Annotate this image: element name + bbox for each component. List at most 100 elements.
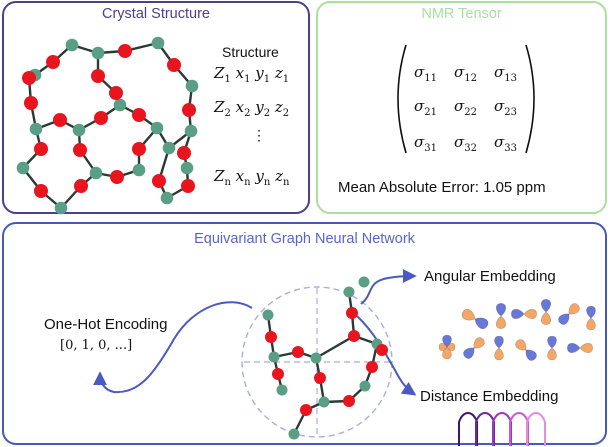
orbital-icons	[438, 299, 596, 361]
bond	[315, 334, 355, 360]
radial-basis-curve	[458, 412, 478, 446]
structure-vdots: ⋮	[252, 127, 266, 143]
radial-basis-curve	[475, 412, 495, 446]
tensor-element: σ12	[454, 63, 477, 84]
oxygen-atom	[132, 108, 146, 122]
structure-label: Structure	[222, 44, 279, 60]
oxygen-atom	[118, 44, 132, 58]
silicon-atom	[72, 123, 86, 137]
silicon-atom	[343, 286, 355, 298]
silicon-atom	[184, 124, 198, 138]
distance-arrow	[356, 315, 417, 396]
oxygen-atom	[109, 86, 123, 100]
tensor-element: σ13	[494, 63, 517, 84]
orbital-lobe	[461, 308, 476, 321]
angular-embedding-label: Angular Embedding	[424, 268, 556, 285]
orbital-lobe	[586, 305, 596, 319]
oxygen-atom	[348, 330, 360, 342]
orbital-lobe	[494, 335, 504, 349]
crystal-structure-panel: Crystal Structure Structure Z1 x1 y1 z1 …	[2, 1, 310, 215]
oxygen-atom	[53, 113, 67, 127]
radial-basis-curve	[526, 412, 546, 446]
crystal-graph	[16, 36, 199, 215]
silicon-atom	[91, 46, 105, 60]
nmr-tensor-title: NMR Tensor	[421, 6, 502, 22]
silicon-atom	[262, 309, 274, 321]
silicon-atom	[89, 166, 103, 180]
silicon-atom	[310, 352, 322, 364]
oxygen-atom	[34, 184, 48, 198]
radial-basis-curve	[509, 412, 529, 446]
orbital-lobe	[568, 303, 580, 315]
mean-absolute-error: Mean Absolute Error: 1.05 ppm	[338, 179, 546, 196]
tensor-element: σ21	[414, 97, 437, 118]
orbital-lobe	[438, 342, 448, 352]
silicon-atom	[150, 121, 164, 135]
matrix-brackets	[397, 44, 535, 154]
orbital-lobe	[558, 313, 570, 325]
oxygen-atom	[167, 58, 181, 72]
silicon-atom	[359, 380, 371, 392]
oxygen-atom	[46, 55, 60, 69]
radial-basis-curve	[492, 412, 512, 446]
distance-embedding-waves	[458, 412, 546, 446]
orbital-lobe	[473, 337, 485, 349]
egnn-diagram	[93, 269, 596, 446]
silicon-atom	[318, 396, 330, 408]
tensor-element: σ22	[454, 97, 477, 118]
orbital-lobe	[442, 346, 452, 360]
oxygen-atom	[343, 395, 355, 407]
one-hot-encoding-label: One-Hot Encoding	[44, 316, 168, 333]
oxygen-atom	[22, 71, 36, 85]
tensor-element: σ31	[414, 133, 437, 154]
silicon-atom	[358, 276, 370, 288]
oxygen-atom	[366, 361, 378, 373]
orbital-lobe	[567, 342, 581, 354]
distance-embedding-label: Distance Embedding	[420, 388, 559, 405]
silicon-atom	[185, 79, 199, 93]
angular-arrow	[360, 269, 417, 305]
oxygen-atom	[265, 331, 277, 343]
oxygen-atom	[132, 142, 146, 156]
egnn-panel: Equivariant Graph Neural Network One-Hot…	[2, 222, 607, 446]
nmr-tensor-panel: NMR Tensor σ11 σ12 σ13 σ21 σ22 σ23 σ31 σ32 σ33 M…	[316, 1, 607, 214]
orbital-lobe	[547, 347, 557, 361]
silicon-atom	[288, 428, 300, 440]
orbital-lobe	[474, 317, 489, 330]
silicon-atom	[268, 351, 280, 363]
orbital-lobe	[463, 347, 475, 359]
silicon-atom	[180, 161, 194, 175]
silicon-atom	[29, 122, 43, 136]
orbital-lobe	[495, 315, 507, 329]
silicon-atom	[16, 161, 30, 175]
oxygen-atom	[292, 346, 304, 358]
silicon-atom	[276, 384, 288, 396]
oxygen-atom	[314, 372, 326, 384]
silicon-atom	[151, 36, 165, 50]
silicon-atom	[160, 191, 174, 205]
oxygen-atom	[74, 179, 88, 193]
oxygen-atom	[34, 142, 48, 156]
oxygen-atom	[152, 174, 166, 188]
input-arrow	[93, 301, 253, 394]
oxygen-atom	[94, 111, 108, 125]
silicon-atom	[162, 141, 176, 155]
orbital-lobe	[442, 334, 452, 348]
orbital-lobe	[515, 339, 527, 351]
orbital-lobe	[495, 303, 507, 317]
oxygen-atom	[182, 103, 196, 117]
structure-row-2: Z2 x2 y2 z2	[214, 98, 290, 119]
orbital-lobe	[523, 308, 537, 320]
silicon-atom	[54, 201, 68, 215]
oxygen-atom	[300, 404, 312, 416]
tensor-element: σ32	[454, 133, 477, 154]
orbital-lobe	[579, 342, 593, 354]
oxygen-atom	[177, 146, 191, 160]
orbital-lobe	[511, 308, 525, 320]
orbital-lobe	[547, 335, 557, 349]
silicon-atom	[113, 98, 127, 112]
tensor-element: σ11	[414, 63, 437, 84]
orbital-lobe	[586, 317, 596, 331]
oxygen-atom	[346, 307, 358, 319]
tensor-element: σ33	[494, 133, 517, 154]
